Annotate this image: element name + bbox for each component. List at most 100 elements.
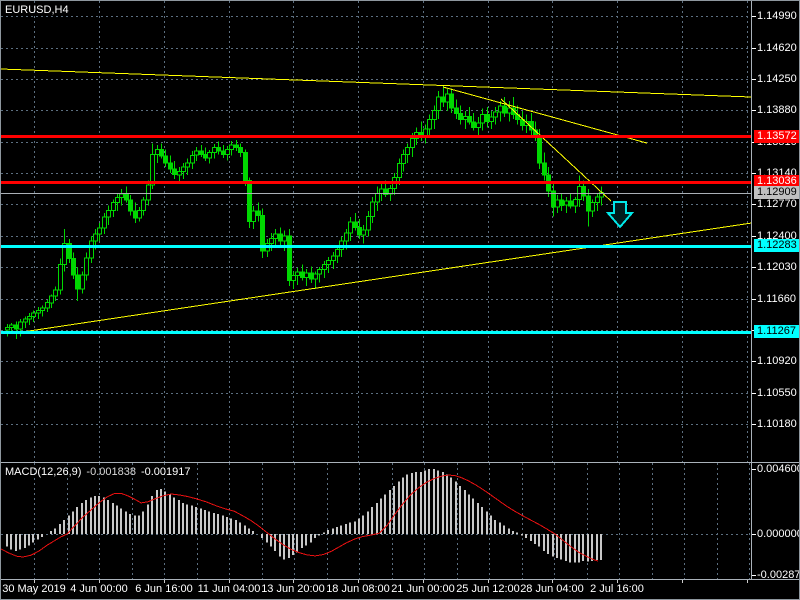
candle-body bbox=[229, 144, 234, 150]
candle-body bbox=[471, 121, 476, 128]
candle-body bbox=[282, 235, 287, 242]
macd-indicator-label: MACD(12,26,9) -0.001838 -0.001917 bbox=[5, 466, 191, 478]
candle-body bbox=[361, 229, 366, 236]
candle-body bbox=[458, 113, 463, 121]
price-tick-mark bbox=[752, 361, 756, 362]
main-chart-canvas[interactable] bbox=[1, 1, 752, 462]
candle-body bbox=[348, 221, 353, 234]
price-tick-mark bbox=[752, 393, 756, 394]
time-tick-mark bbox=[682, 580, 683, 583]
candle-body bbox=[75, 274, 80, 290]
candles-layer bbox=[5, 85, 604, 340]
price-tick-label: 1.13880 bbox=[757, 104, 797, 116]
candle-body bbox=[357, 226, 362, 236]
price-axis[interactable]: 1.149901.146201.142501.138801.135101.131… bbox=[752, 1, 800, 599]
candle-body bbox=[155, 148, 160, 155]
time-tick-label: 18 Jun 08:00 bbox=[326, 583, 390, 595]
candle-body bbox=[485, 114, 490, 122]
candle-body bbox=[49, 295, 54, 304]
candle-body bbox=[163, 155, 168, 164]
macd-tick-mark bbox=[752, 469, 756, 470]
price-tick-label: 1.14990 bbox=[757, 10, 797, 22]
candle-body bbox=[89, 240, 94, 259]
macd-tick-mark bbox=[752, 534, 756, 535]
panel-separator[interactable] bbox=[1, 462, 799, 463]
candle-body bbox=[313, 273, 318, 280]
candle-body bbox=[304, 272, 309, 278]
candle-body bbox=[335, 248, 340, 257]
time-tick-label: 30 May 2019 bbox=[2, 583, 66, 595]
candle-body bbox=[537, 135, 542, 164]
candle-body bbox=[564, 200, 569, 206]
candle-body bbox=[269, 237, 274, 244]
candle-body bbox=[146, 184, 151, 201]
price-tick-mark bbox=[752, 299, 756, 300]
time-tick-mark bbox=[293, 580, 294, 583]
candle-body bbox=[388, 187, 393, 195]
candle-body bbox=[463, 115, 468, 121]
candle-body bbox=[260, 214, 265, 252]
candle-body bbox=[568, 200, 573, 207]
candle-body bbox=[559, 199, 564, 206]
candle-body bbox=[58, 264, 63, 291]
price-line-label[interactable]: 1.13572 bbox=[754, 130, 799, 143]
price-line-label[interactable]: 1.12283 bbox=[754, 239, 799, 252]
price-tick-mark bbox=[752, 16, 756, 17]
candle-body bbox=[331, 255, 336, 261]
candle-body bbox=[401, 153, 406, 165]
candle-body bbox=[93, 233, 98, 242]
price-tick-mark bbox=[752, 236, 756, 237]
candle-body bbox=[190, 154, 195, 164]
candle-body bbox=[577, 186, 582, 200]
time-tick-mark bbox=[229, 580, 230, 583]
candle-body bbox=[14, 324, 19, 330]
trendline bbox=[442, 86, 648, 144]
candle-body bbox=[467, 115, 472, 123]
time-tick-mark bbox=[552, 580, 553, 583]
time-tick-mark bbox=[747, 580, 748, 583]
candle-body bbox=[287, 235, 292, 282]
candle-body bbox=[449, 93, 454, 109]
candle-body bbox=[23, 318, 28, 323]
trendline bbox=[14, 222, 752, 334]
candle-body bbox=[207, 152, 212, 159]
price-line-label[interactable]: 1.11267 bbox=[754, 325, 799, 338]
candle-body bbox=[238, 147, 243, 154]
candle-body bbox=[581, 186, 586, 197]
macd-tick-label: -0.002875 bbox=[757, 569, 800, 581]
candle-body bbox=[322, 264, 327, 271]
candle-body bbox=[476, 122, 481, 128]
candle-body bbox=[18, 321, 23, 330]
candle-body bbox=[366, 215, 371, 231]
time-tick-mark bbox=[358, 580, 359, 583]
candle-body bbox=[427, 119, 432, 130]
grid-layer bbox=[1, 1, 752, 462]
candle-body bbox=[221, 150, 226, 155]
down-arrow-icon[interactable] bbox=[605, 201, 635, 229]
candle-body bbox=[555, 199, 560, 208]
symbol-timeframe-label: EURUSD,H4 bbox=[5, 4, 69, 16]
trendline bbox=[1, 68, 752, 98]
candle-body bbox=[480, 114, 485, 124]
candle-body bbox=[106, 209, 111, 218]
candle-body bbox=[168, 162, 173, 170]
time-tick-mark bbox=[34, 580, 35, 583]
macd-indicator-canvas[interactable] bbox=[1, 463, 752, 579]
macd-tick-label: 0.000000 bbox=[757, 528, 800, 540]
time-tick-mark bbox=[488, 580, 489, 583]
candle-body bbox=[441, 96, 446, 103]
candle-body bbox=[137, 209, 142, 219]
time-tick-mark bbox=[99, 580, 100, 583]
macd-value: -0.001838 bbox=[86, 466, 136, 478]
price-tick-mark bbox=[752, 267, 756, 268]
candle-body bbox=[71, 258, 76, 276]
candle-body bbox=[278, 233, 283, 242]
candle-body bbox=[573, 198, 578, 207]
candle-body bbox=[133, 210, 138, 219]
price-line-label[interactable]: 1.12909 bbox=[754, 186, 799, 199]
candle-body bbox=[124, 193, 129, 201]
price-line-label[interactable]: 1.13036 bbox=[754, 175, 799, 188]
time-axis[interactable]: 30 May 2019 4 Jun 00:00 6 Jun 16:00 11 Jun … bbox=[1, 580, 752, 599]
candle-body bbox=[595, 196, 600, 204]
horizontal-lines-layer[interactable] bbox=[1, 135, 752, 334]
